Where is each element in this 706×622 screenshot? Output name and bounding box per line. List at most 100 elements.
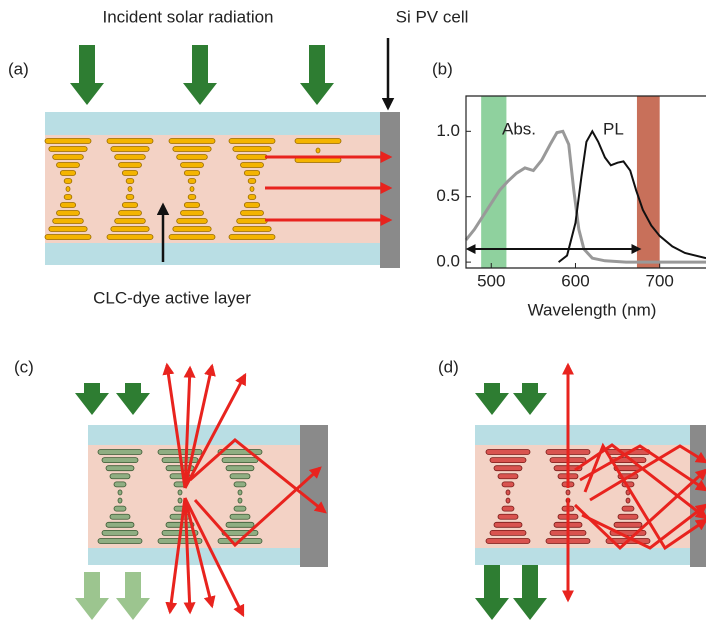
helix-layer [105,465,135,472]
helix-layer [240,210,264,216]
helix-layer [501,481,515,488]
helix-layer [625,497,631,504]
helix-layer [125,194,135,200]
helix-layer [56,162,80,168]
annotation: Si PV cell [396,7,469,26]
helix-layer [97,538,143,544]
series-label: PL [603,119,624,138]
helix-layer [52,154,84,160]
helix-layer [180,162,204,168]
helix-layer [232,226,272,232]
helix-layer [243,170,261,176]
helix-layer [168,138,216,144]
helix-layer [497,513,519,520]
helix-layer [127,186,133,192]
helix-layer [105,521,135,528]
helix-layer [187,194,197,200]
helix-layer [249,186,255,192]
helix-layer [113,505,127,512]
helix-layer [48,226,88,232]
helix-layer [225,465,255,472]
spectrum-line [464,129,706,264]
helix-layer [315,147,321,154]
helix-layer [121,170,139,176]
light-arrow [75,572,109,620]
glass [475,425,690,445]
helix-layer [101,457,139,463]
helix-layer [565,489,571,496]
helix-layer [232,146,272,152]
panel-label: (a) [8,59,29,78]
glass [88,425,300,445]
emission-ray [183,497,216,609]
x-tick-label: 500 [477,271,505,290]
helix-layer [44,138,92,144]
spectrum-line [558,129,706,263]
helix-layer [59,202,77,208]
helix-layer [114,154,146,160]
helix-layer [48,146,88,152]
helix-layer [110,146,150,152]
annotation: Incident solar radiation [102,7,273,26]
helix-layer [237,497,243,504]
helix-layer [187,178,197,184]
helix-layer [176,154,208,160]
emission-ray [193,466,322,548]
helix-layer [240,162,264,168]
helix-layer [168,234,216,240]
helix-layer [493,465,523,472]
helix-layer [183,202,201,208]
helix-layer [63,194,73,200]
emission-ray [162,362,187,489]
helix-layer [44,234,92,240]
wavelength-band [636,96,660,268]
helix-layer [52,218,84,224]
helix-layer [177,489,183,496]
light-arrow [475,565,509,620]
helix-layer [176,218,208,224]
helix-layer [172,226,212,232]
helix-layer [233,505,247,512]
x-tick-label: 700 [645,271,673,290]
helix-layer [183,170,201,176]
helix-layer [233,481,247,488]
helix-layer [101,530,139,536]
helix-layer [621,505,635,512]
helix-layer [236,218,268,224]
helix-layer [485,538,531,544]
emission-ray [589,444,706,502]
helix-layer [65,186,71,192]
helix-layer [489,530,527,536]
emission-ray [183,365,196,489]
spectrum-chart: 500 600 700 0.0 0.5 1.0 Abs. PL Wavelength (nm) [436,95,706,319]
helix-layer [117,489,123,496]
helix-layer [225,521,255,528]
helix-layer [485,449,531,455]
helix-layer [247,178,257,184]
helix-layer [228,234,276,240]
helix-layer [114,218,146,224]
helix-layer [617,513,639,520]
light-arrow [116,572,150,620]
helix-layer [106,234,154,240]
emission-ray [581,503,706,550]
emission-ray [189,438,327,514]
helix-layer [189,186,195,192]
glass [475,548,690,565]
emission-ray [183,497,245,618]
helix-layer [109,473,131,480]
panel-label: (b) [432,59,453,78]
emission-ray [165,497,187,615]
helix-layer [106,138,154,144]
light-arrow [183,45,217,105]
emission-ray [183,363,216,489]
emission-ray [183,497,196,615]
panel-label: (d) [438,357,459,376]
glass [88,548,300,565]
helix-layer [109,513,131,520]
glass [45,112,380,135]
light-arrow [513,565,547,620]
light-arrow [475,383,509,415]
helix-layer [97,449,143,455]
